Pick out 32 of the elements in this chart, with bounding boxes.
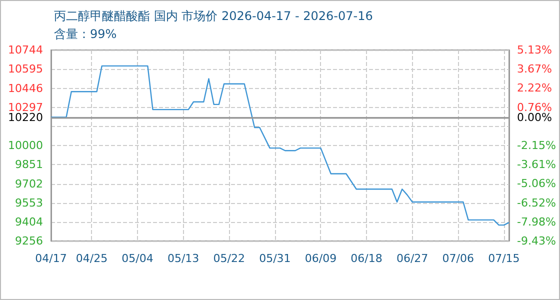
x-tick-label: 07/15 — [488, 252, 520, 265]
x-tick-label: 07/06 — [442, 252, 474, 265]
x-tick-label: 05/31 — [259, 252, 291, 265]
x-tick-label: 05/13 — [167, 252, 200, 265]
y2-tick-label: -9.43% — [517, 234, 556, 248]
x-tick-label: 06/18 — [350, 252, 382, 265]
y2-tick-label: 3.67% — [517, 62, 552, 76]
y2-tick-label: -2.15% — [517, 139, 556, 152]
y2-tick-label: -5.06% — [517, 177, 556, 190]
y-tick-label: 10595 — [8, 62, 43, 76]
y-tick-label: 9553 — [15, 196, 43, 210]
x-tick-label: 04/25 — [76, 252, 108, 265]
y-tick-label: 9851 — [15, 158, 43, 172]
y2-tick-label: -7.98% — [517, 215, 556, 228]
x-tick-label: 05/04 — [122, 252, 154, 265]
x-tick-label: 06/27 — [396, 252, 428, 265]
y-tick-label: 9404 — [15, 216, 43, 229]
chart-title: 丙二醇甲醚醋酸酯 国内 市场价 2026-04-17 - 2026-07-16 — [54, 9, 373, 23]
y-tick-label: 10446 — [8, 82, 43, 95]
y-tick-label: 10744 — [8, 44, 43, 56]
y2-tick-label: 2.22% — [517, 82, 552, 95]
x-tick-label: 06/09 — [304, 252, 337, 265]
x-tick-label: 04/17 — [35, 252, 67, 265]
y-tick-label: 10000 — [8, 139, 43, 152]
x-tick-label: 05/22 — [213, 252, 245, 265]
y2-tick-label: 5.13% — [517, 44, 552, 56]
y-tick-label: 9702 — [15, 177, 43, 190]
chart-subtitle: 含量：99% — [54, 27, 117, 41]
y-tick-label: 9256 — [15, 234, 43, 248]
y2-tick-label: -3.61% — [517, 158, 556, 172]
line-series — [50, 65, 510, 226]
y2-tick-label: -6.52% — [517, 196, 556, 210]
